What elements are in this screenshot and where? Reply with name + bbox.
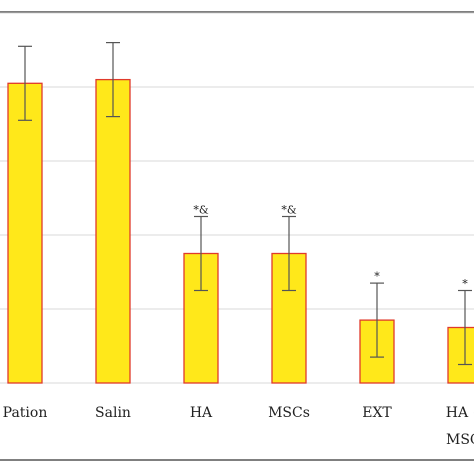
bars: *& *& * * — [7, 41, 474, 384]
significance-label: *& — [281, 204, 297, 217]
x-tick-label: Pation — [3, 405, 48, 421]
x-tick-label: HA — [190, 405, 213, 421]
gridlines — [0, 12, 474, 384]
x-tick-label: Salin — [95, 405, 131, 421]
x-tick-label: MSCs — [268, 405, 310, 421]
x-tick-label: HA + — [446, 405, 474, 421]
x-tick-label: EXT — [362, 405, 392, 421]
bar — [7, 82, 43, 384]
significance-label: *& — [193, 204, 209, 217]
plot-frame — [0, 11, 474, 461]
bar — [95, 78, 131, 384]
significance-label: * — [462, 278, 468, 291]
x-tick-label-continued: MSC: — [446, 432, 474, 448]
bar — [447, 326, 474, 384]
significance-label: * — [374, 270, 380, 283]
x-tick-labels: Pation Salin HA MSCs EXT HA + MSC: — [3, 405, 474, 448]
